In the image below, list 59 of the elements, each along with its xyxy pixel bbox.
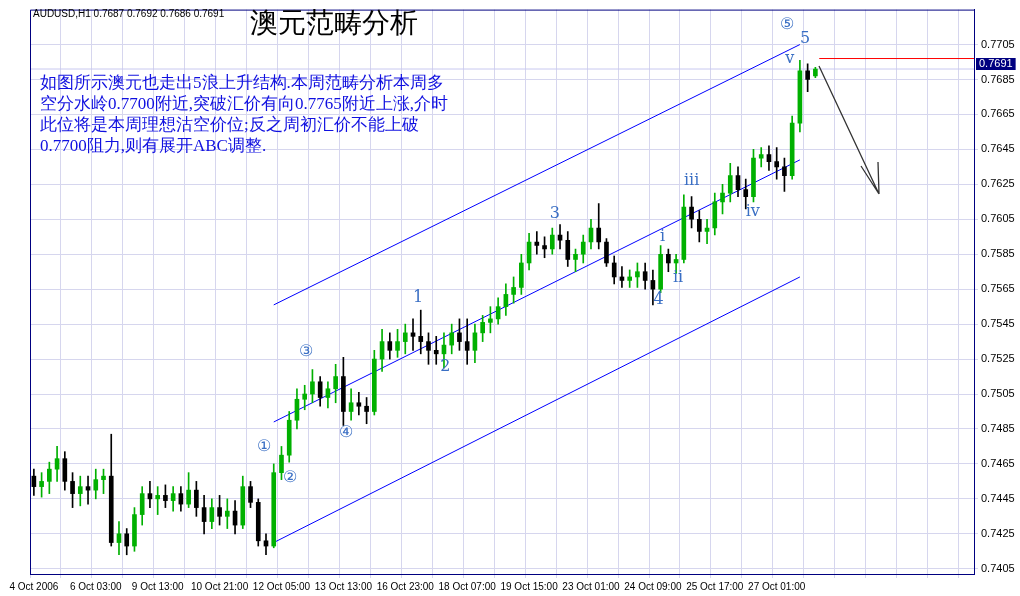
annotation: ④ — [339, 421, 354, 441]
chart-subtitle: AUDUSD,H1 0.7687 0.7692 0.7686 0.7691 — [33, 8, 225, 19]
y-tick-label: 0.7405 — [981, 561, 1015, 574]
annotation: ③ — [298, 341, 313, 361]
y-tick-label: 0.7585 — [981, 247, 1015, 260]
annotation: 2 — [440, 356, 451, 376]
candlestick — [774, 147, 780, 180]
y-tick-label: 0.7425 — [981, 526, 1015, 539]
y-tick-label: 0.7545 — [981, 317, 1015, 330]
y-tick-label: 0.7565 — [981, 282, 1015, 295]
x-tick-label: 13 Oct 13:00 — [314, 580, 373, 592]
candlestick — [155, 486, 160, 515]
x-tick-label: 16 Oct 23:00 — [376, 580, 435, 592]
candlestick — [418, 309, 424, 355]
annotation: ii — [672, 267, 684, 287]
annotation: iii — [683, 170, 700, 190]
candlestick — [302, 384, 308, 411]
x-tick-label: 25 Oct 17:00 — [686, 580, 744, 592]
y-tick-label: 0.7525 — [981, 352, 1015, 365]
ref-line-label: 0.7691 — [979, 57, 1013, 70]
x-tick-label: 23 Oct 01:00 — [562, 580, 621, 592]
annotation: 3 — [549, 202, 560, 222]
candlestick — [224, 498, 230, 529]
y-tick-label: 0.7645 — [981, 142, 1015, 155]
y-tick-label: 0.7485 — [981, 422, 1015, 434]
candlestick — [534, 231, 540, 255]
x-tick-label: 18 Oct 07:00 — [438, 580, 497, 592]
x-tick-label: 6 Oct 03:00 — [69, 580, 123, 592]
y-tick-label: 0.7625 — [981, 177, 1015, 190]
y-tick-label: 0.7705 — [981, 37, 1015, 50]
x-tick-label: 24 Oct 09:00 — [624, 580, 682, 592]
y-tick-label: 0.7505 — [981, 387, 1015, 400]
x-tick-label: 12 Oct 05:00 — [252, 580, 311, 592]
annotation: ② — [283, 467, 298, 487]
y-tick-label: 0.7685 — [981, 72, 1015, 85]
annotation: 1 — [412, 286, 424, 306]
y-tick-label: 0.7605 — [981, 212, 1015, 225]
x-tick-label: 19 Oct 15:00 — [500, 580, 559, 592]
x-tick-label: 10 Oct 21:00 — [190, 580, 249, 592]
annotation: i — [660, 225, 666, 245]
candlestick — [356, 391, 362, 416]
y-tick-label: 0.7445 — [981, 491, 1015, 504]
candlestick — [464, 318, 470, 365]
annotation: ⑤ — [779, 13, 794, 33]
x-tick-label: 4 Oct 2006 — [9, 580, 59, 592]
y-tick-label: 0.7465 — [981, 456, 1015, 469]
annotation: 5 — [800, 28, 811, 48]
annotation: ① — [256, 436, 271, 456]
x-tick-label: 27 Oct 01:00 — [748, 580, 806, 592]
candlestick — [433, 336, 439, 365]
x-tick-label: 9 Oct 13:00 — [131, 580, 184, 592]
annotation: 4 — [653, 288, 664, 308]
annotation: v — [784, 48, 795, 68]
annotation: iv — [745, 200, 760, 220]
candlestick — [627, 269, 632, 288]
annotation: 如图所示澳元也走出5浪上升结构.本周范畴分析本周多空分水岭0.7700附近,突破汇价有向0.7765附近上涨,介时此位将是本周理想沽空价位;反之周初汇价不能上破0.7700阻力,则有展开ABC调整. — [40, 72, 449, 156]
candlestick — [758, 147, 764, 168]
y-tick-label: 0.7665 — [981, 107, 1015, 120]
chart-title: 澳元范畴分析 — [250, 6, 418, 40]
